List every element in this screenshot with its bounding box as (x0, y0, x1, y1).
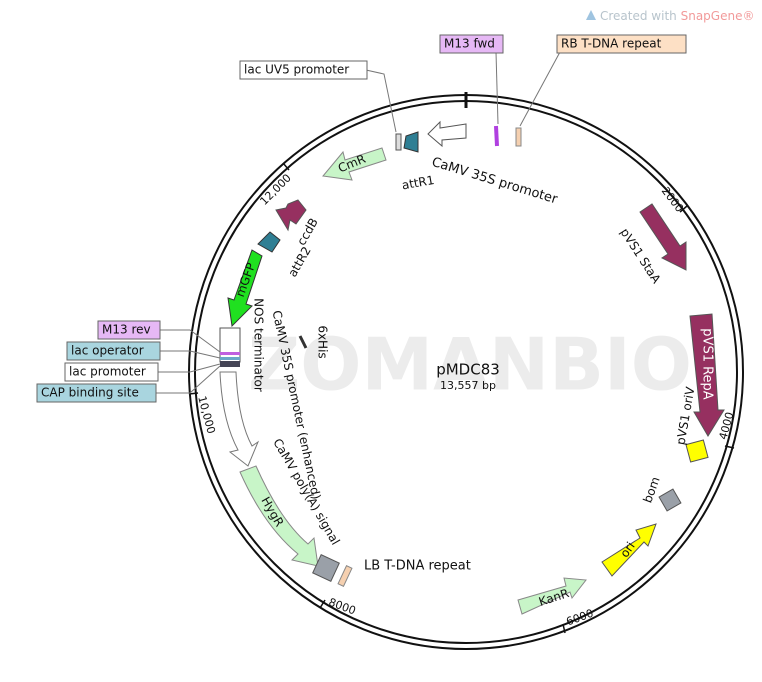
leader (365, 69, 397, 133)
kanr-arrow (517, 577, 587, 615)
tick-mark (562, 623, 566, 634)
feature-label: attR1 (401, 173, 436, 192)
repa-arrow (689, 313, 725, 437)
plasmid-size: 13,557 bp (440, 379, 496, 392)
camv35s-enh-arrow (219, 371, 260, 467)
ccdb-arrow (275, 199, 307, 232)
feature-label: NOS terminator (252, 298, 266, 392)
feature-label: pVS1 RepA (700, 328, 715, 399)
tick-mark (188, 392, 199, 395)
label-box (439, 34, 504, 54)
his-mark (298, 335, 308, 349)
polya-box (312, 554, 340, 582)
watermark: ZOMANBIO (248, 323, 692, 407)
feature-label: CAP binding site (41, 386, 139, 400)
tick-mark (679, 205, 688, 213)
feature-label: KanR (537, 586, 571, 609)
leader (158, 363, 221, 373)
label-box (36, 383, 157, 403)
m13-fwd-mark (494, 125, 499, 147)
attr1-arrow (403, 131, 419, 153)
label-box (66, 341, 161, 361)
leader (156, 365, 221, 394)
rb-mark (515, 127, 522, 147)
snapgene-credit: Created with SnapGene® (600, 9, 754, 23)
feature-label: CaMV 35S promoter (430, 155, 560, 208)
label-box (556, 34, 687, 54)
label-box (64, 362, 159, 382)
tick-mark (319, 599, 326, 609)
staa-arrow (639, 203, 687, 271)
tick-mark (282, 162, 290, 171)
m13-rev-mark (220, 352, 240, 355)
feature-label: bom (640, 475, 662, 505)
camv35s-arrow (427, 120, 467, 148)
credit-prefix: Created with (600, 9, 677, 23)
feature-label: M13 rev (102, 323, 151, 337)
lac-promoter-mark (220, 361, 240, 367)
feature-label: lac operator (71, 344, 144, 358)
feature-label: RB T-DNA repeat (561, 37, 662, 51)
feature-label: 6xHis (316, 325, 330, 358)
tick-label: 12,000 (257, 171, 293, 207)
ori-arrow (601, 523, 657, 577)
label-box (97, 320, 161, 340)
lac-uv5-mark (395, 133, 402, 151)
leader (519, 51, 561, 127)
lac-operator-mark (220, 357, 240, 360)
leader (495, 51, 499, 125)
attr2-arrow (257, 231, 281, 253)
cmr-arrow (322, 147, 387, 181)
feature-label: lac UV5 promoter (244, 63, 349, 77)
label-box (239, 60, 368, 80)
oriv-box (685, 439, 709, 463)
mgfp-arrow (227, 249, 263, 328)
credit-logo (586, 10, 596, 20)
bom-box (658, 488, 682, 512)
leader (160, 350, 221, 359)
feature-label: M13 fwd (444, 37, 495, 51)
credit-brand: SnapGene® (681, 9, 755, 23)
plasmid-name: pMDC83 (436, 361, 500, 379)
leader (160, 329, 221, 353)
lb-mark (337, 565, 353, 587)
tick-mark (724, 445, 735, 449)
feature-label: lac promoter (69, 365, 146, 379)
nos-box (219, 327, 241, 363)
feature-label: attR2 (285, 244, 313, 279)
feature-label: LB T-DNA repeat (364, 559, 471, 574)
